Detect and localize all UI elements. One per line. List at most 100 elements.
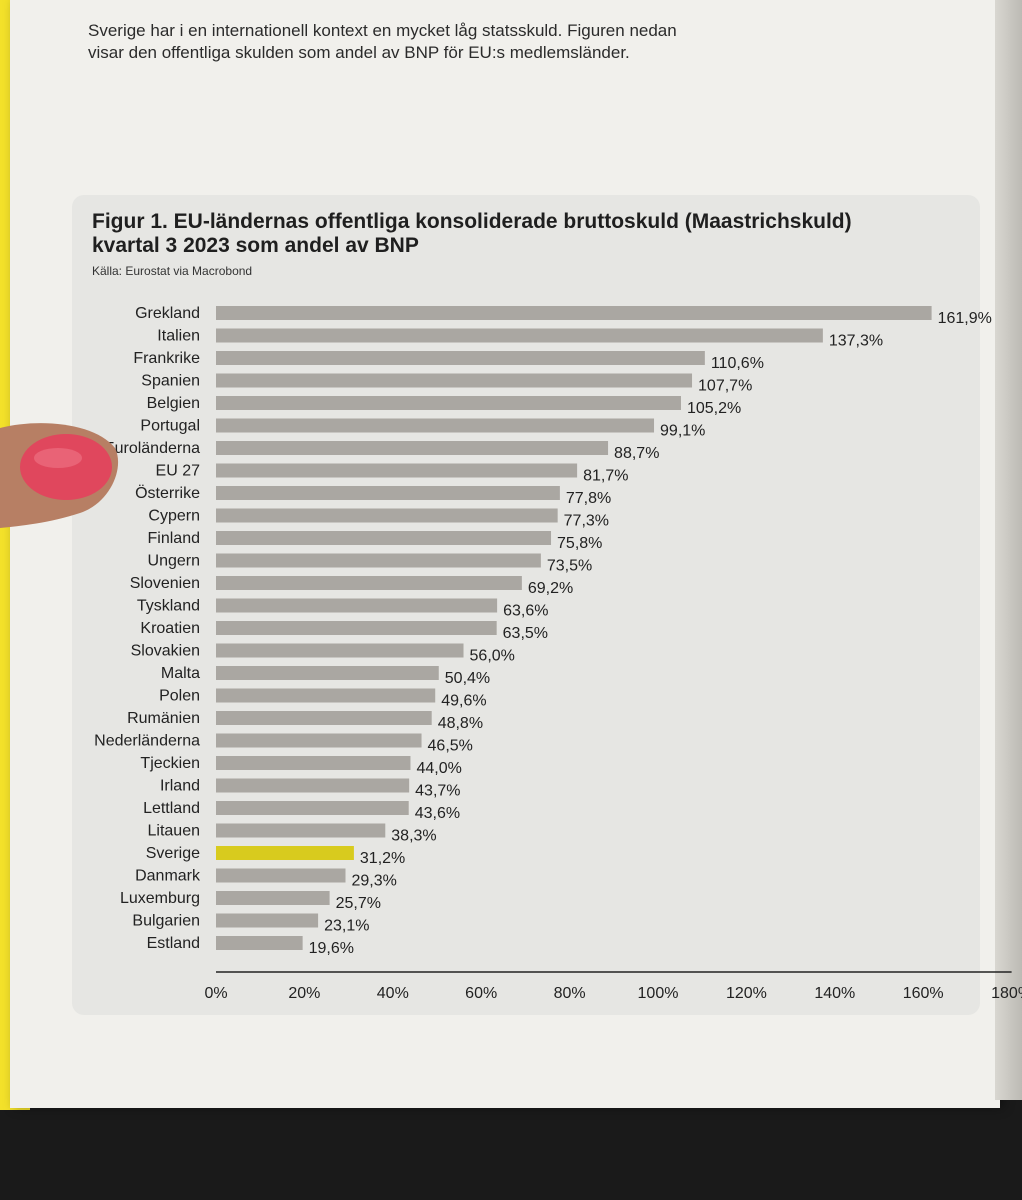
category-label: Bulgarien	[132, 913, 200, 930]
x-tick-label: 180%	[991, 985, 1022, 1002]
value-label: 161,9%	[938, 310, 992, 327]
x-tick-label: 60%	[465, 985, 497, 1002]
bar	[216, 373, 693, 388]
category-label: Malta	[161, 665, 200, 682]
category-label: Polen	[159, 688, 200, 705]
category-label: Cypern	[148, 508, 200, 525]
bar	[216, 868, 346, 883]
bar	[216, 306, 932, 320]
category-label: Belgien	[147, 395, 200, 412]
category-label: Finland	[148, 530, 200, 547]
category-label: Italien	[157, 328, 200, 345]
bar	[216, 778, 410, 793]
bar	[216, 913, 319, 928]
value-label: 73,5%	[547, 558, 592, 575]
category-label: Slovenien	[130, 575, 200, 592]
intro-line-1: Sverige har i en internationell kontext …	[88, 21, 677, 40]
bar	[216, 643, 464, 658]
chart-title-line-2: kvartal 3 2023 som andel av BNP	[92, 234, 419, 257]
category-label: Estland	[147, 935, 200, 952]
value-label: 29,3%	[352, 873, 397, 890]
bar	[216, 621, 497, 635]
category-label: Euroländerna	[104, 440, 200, 457]
x-tick-label: 0%	[204, 985, 227, 1002]
bar	[216, 598, 498, 613]
x-tick-label: 100%	[638, 985, 679, 1002]
category-label: Portugal	[140, 418, 200, 435]
bar	[216, 733, 422, 748]
value-label: 63,6%	[503, 603, 548, 620]
chart-title: Figur 1. EU-ländernas offentliga konsoli…	[92, 210, 952, 258]
bar	[216, 823, 386, 838]
x-tick-label: 20%	[288, 985, 320, 1002]
value-label: 137,3%	[829, 333, 883, 350]
value-label: 81,7%	[583, 468, 628, 485]
category-label: Rumänien	[127, 710, 200, 727]
category-label: Luxemburg	[120, 890, 200, 907]
bar	[216, 891, 330, 905]
bar	[216, 531, 552, 545]
value-label: 43,6%	[415, 805, 460, 822]
x-tick-label: 160%	[903, 985, 944, 1002]
bar	[216, 936, 303, 950]
intro-line-2: visar den offentliga skulden som andel a…	[88, 43, 630, 62]
category-label: EU 27	[156, 463, 201, 480]
bar	[216, 396, 681, 410]
bar	[216, 486, 560, 500]
bar	[216, 711, 432, 725]
bar	[216, 463, 578, 478]
category-label: Slovakien	[131, 643, 200, 660]
category-label: Kroatien	[140, 620, 200, 637]
bar	[216, 441, 609, 455]
bar	[216, 418, 655, 433]
x-tick-label: 120%	[726, 985, 767, 1002]
value-label: 77,3%	[564, 513, 609, 530]
bar	[216, 666, 439, 680]
x-tick-label: 80%	[554, 985, 586, 1002]
category-label: Litauen	[148, 823, 201, 840]
category-label: Nederländerna	[94, 733, 200, 750]
value-label: 46,5%	[428, 738, 473, 755]
category-label: Frankrike	[133, 350, 200, 367]
value-label: 23,1%	[324, 918, 369, 935]
value-label: 43,7%	[415, 783, 460, 800]
intro-paragraph: Sverige har i en internationell kontext …	[88, 20, 808, 64]
value-label: 48,8%	[438, 715, 483, 732]
bar	[216, 553, 541, 568]
value-label: 49,6%	[441, 693, 486, 710]
chart-source: Källa: Eurostat via Macrobond	[92, 264, 253, 278]
value-label: 77,8%	[566, 490, 611, 507]
bar	[216, 756, 411, 770]
bar	[216, 508, 558, 523]
category-label: Sverige	[146, 845, 200, 862]
value-label: 31,2%	[360, 850, 405, 867]
value-label: 44,0%	[416, 760, 461, 777]
value-label: 88,7%	[614, 445, 659, 462]
value-label: 110,6%	[711, 355, 764, 372]
value-label: 69,2%	[528, 580, 573, 597]
category-label: Irland	[160, 778, 200, 795]
category-label: Österrike	[135, 484, 200, 502]
value-label: 99,1%	[660, 423, 705, 440]
category-label: Danmark	[135, 868, 201, 885]
value-label: 19,6%	[309, 940, 354, 957]
value-label: 105,2%	[687, 400, 741, 417]
bar	[216, 688, 436, 703]
chart-title-line-1: Figur 1. EU-ländernas offentliga konsoli…	[92, 210, 852, 233]
category-label: Ungern	[148, 553, 200, 570]
bar	[216, 576, 522, 590]
page-stack-edge	[995, 0, 1022, 1100]
x-tick-label: 40%	[377, 985, 409, 1002]
category-label: Spanien	[141, 373, 200, 390]
bar	[216, 328, 823, 343]
category-label: Tyskland	[137, 598, 200, 615]
value-label: 38,3%	[391, 828, 436, 845]
highlighted-bar	[216, 846, 354, 860]
value-label: 56,0%	[470, 648, 515, 665]
category-label: Grekland	[135, 305, 200, 322]
bar	[216, 801, 409, 815]
category-label: Tjeckien	[140, 755, 200, 772]
fingernail-overlay	[0, 423, 119, 528]
value-label: 63,5%	[503, 625, 548, 642]
